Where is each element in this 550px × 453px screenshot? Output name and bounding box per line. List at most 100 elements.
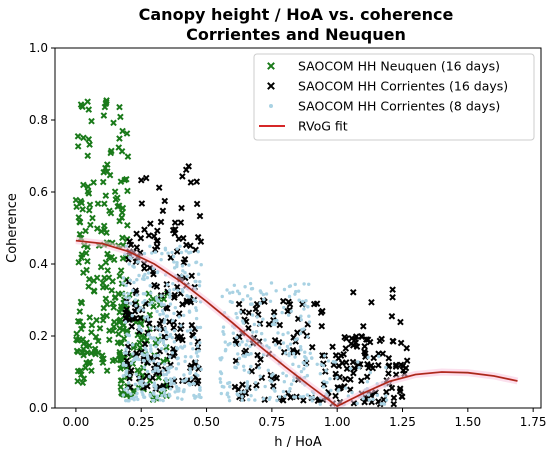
data-point [76,218,84,226]
data-point [347,340,355,348]
data-point [77,325,85,333]
data-point [142,365,147,369]
data-point [228,341,232,346]
data-point [88,117,95,125]
data-point [291,351,296,356]
data-point [123,300,128,305]
data-point [126,340,130,345]
data-point [102,192,110,199]
data-point [85,190,93,197]
data-point [161,197,169,205]
data-point [303,354,307,359]
data-point [237,342,242,347]
data-point [184,249,188,253]
legend-marker [267,82,275,90]
data-point [136,387,140,391]
data-point [78,251,86,258]
data-point [118,340,125,347]
data-point [143,337,151,344]
data-point [361,348,368,355]
data-point [248,344,252,349]
data-point [84,152,92,160]
data-point [75,259,83,266]
data-point [166,251,170,255]
data-point [398,393,406,401]
chart-title: Canopy height / HoA vs. coherence [139,5,454,24]
data-point [196,212,204,220]
data-point [127,296,132,300]
data-point [249,393,253,398]
data-point [303,303,307,307]
data-point [195,325,200,330]
x-axis: 0.00 0.25 0.50 0.75 1.00 1.25 1.50 1.75 [63,408,547,429]
data-point [269,281,274,285]
data-point [385,354,393,362]
data-point [153,283,161,290]
data-point [155,366,160,370]
data-point [235,316,239,320]
data-point [255,315,259,319]
data-point [177,219,185,226]
data-point [159,388,164,392]
data-point [236,393,241,397]
data-point [194,306,198,310]
data-point [158,398,162,402]
data-point [298,331,303,336]
data-point [288,342,293,346]
data-point [194,395,198,399]
data-point [108,147,115,155]
data-point [298,345,303,349]
data-point [305,393,310,397]
data-point [231,290,235,295]
data-point [160,393,164,398]
data-point [177,333,185,341]
data-point [149,291,153,295]
data-point [89,214,96,222]
data-point [161,312,166,316]
data-point [132,265,136,269]
data-point [154,387,158,391]
data-point [125,368,129,373]
data-point [101,200,108,208]
data-point [125,386,130,390]
data-point [147,302,152,307]
data-point [74,367,82,375]
data-point [172,266,177,270]
data-point [269,382,277,390]
data-point [355,401,359,406]
data-point [124,187,131,195]
data-point [164,329,168,334]
data-point [80,340,88,347]
data-point [176,288,180,293]
data-point [152,384,156,388]
data-point [103,161,111,168]
data-point [147,332,151,336]
data-point [110,119,117,127]
data-point [180,397,184,401]
data-point [106,327,113,334]
data-point [252,305,260,313]
data-point [293,292,297,296]
data-point [275,398,279,403]
data-point [258,289,263,293]
data-point [299,369,304,374]
data-point [167,392,172,397]
data-point [392,363,400,370]
data-point [145,232,153,239]
data-point [310,399,314,403]
data-point [270,322,275,327]
data-point [98,356,106,363]
data-point [163,326,168,331]
data-point [159,294,163,298]
data-point [194,351,199,355]
data-point [154,227,161,235]
data-point [175,263,179,267]
data-point [129,361,134,365]
data-point [287,353,291,358]
data-point [276,321,284,329]
data-point [121,276,126,280]
data-point [75,214,83,221]
data-point [124,295,128,299]
data-point [131,315,139,322]
data-point [158,327,162,332]
